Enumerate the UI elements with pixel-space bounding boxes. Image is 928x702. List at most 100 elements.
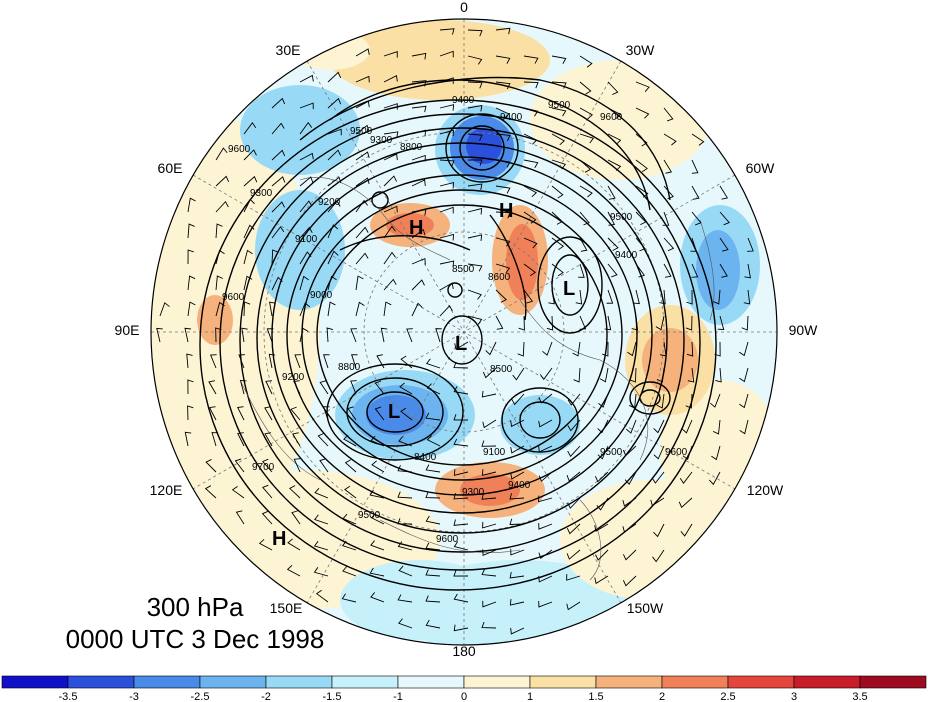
wind-barb <box>653 419 665 434</box>
wind-barb <box>656 367 665 383</box>
pressure-centers: H H L L L H <box>272 200 575 550</box>
contour-label: 9300 <box>370 135 393 146</box>
wind-barb <box>467 159 483 166</box>
wind-barb <box>383 225 396 239</box>
wind-barb <box>467 104 483 112</box>
height-contours <box>199 76 717 591</box>
wind-barb <box>523 237 538 249</box>
contour-label: 9000 <box>310 290 333 301</box>
wind-barb <box>635 211 647 226</box>
wind-barb <box>482 419 497 429</box>
wind-barb <box>315 589 329 603</box>
wind-barb <box>495 237 511 247</box>
lon-label-150w: 150W <box>627 600 664 616</box>
wind-barb <box>495 55 511 64</box>
contour-label: 9700 <box>252 462 275 473</box>
wind-barb <box>327 97 342 109</box>
wind-barb <box>380 327 388 343</box>
wind-barb <box>482 521 497 529</box>
wind-barb <box>579 185 593 198</box>
wind-barb <box>355 100 370 109</box>
wind-barb <box>711 445 721 461</box>
wind-barb <box>271 122 285 135</box>
wind-barb <box>551 211 563 225</box>
wind-barb <box>266 328 274 343</box>
wind-barb <box>579 107 594 120</box>
wind-barb <box>633 289 640 305</box>
wind-barb <box>243 275 253 291</box>
wind-barb <box>523 159 539 169</box>
wind-barb <box>509 571 525 579</box>
wind-barb <box>184 327 192 343</box>
wind-barb <box>453 624 469 632</box>
wind-barb <box>509 518 525 525</box>
wind-barb <box>622 445 637 457</box>
colorbar-swatch <box>397 675 465 689</box>
wind-barb <box>495 315 504 330</box>
wind-barb <box>159 302 170 317</box>
colorbar-tick-label: 3.5 <box>852 691 867 702</box>
wind-barb <box>743 289 751 305</box>
wind-barb <box>187 379 194 395</box>
wind-barb <box>327 176 342 187</box>
wind-barb <box>425 595 441 603</box>
wind-barb <box>650 497 665 507</box>
wind-barb <box>271 276 283 291</box>
wind-barb <box>573 367 581 383</box>
contour-label: 9100 <box>483 447 506 458</box>
wind-barb <box>523 55 539 64</box>
colorbar-tick-label: 3 <box>791 691 797 702</box>
wind-barb <box>467 234 483 241</box>
wind-barb <box>551 133 565 146</box>
wind-barb <box>719 211 730 226</box>
wind-barb <box>686 341 694 357</box>
wind-barb <box>712 419 721 435</box>
wind-barb <box>656 393 665 409</box>
wind-barb <box>710 393 721 408</box>
wind-barb <box>579 159 592 173</box>
wind-barb <box>622 497 637 507</box>
wind-barb <box>425 412 441 421</box>
wind-barb <box>187 223 195 239</box>
wind-barb <box>572 341 581 357</box>
wind-barb <box>622 549 637 561</box>
wind-barb <box>425 619 441 629</box>
colorbar-tick-label: -3 <box>129 691 139 702</box>
colorbar-swatch <box>1 675 69 689</box>
wind-barb <box>635 133 648 147</box>
wind-barb <box>659 289 666 305</box>
wind-barb <box>626 419 637 434</box>
wind-barb <box>383 51 398 58</box>
contour-label: 9500 <box>350 126 373 137</box>
wind-barb <box>579 133 595 144</box>
wind-barb <box>575 289 583 305</box>
wind-barb <box>369 489 385 499</box>
wind-barb <box>215 147 228 161</box>
wind-barb <box>299 251 312 265</box>
wind-barb <box>453 541 469 551</box>
wind-barb <box>691 159 699 174</box>
wind-barb <box>261 458 273 473</box>
colorbar-tick-label: 1.5 <box>588 691 603 702</box>
wind-barb <box>538 419 553 428</box>
colorbar-tick-label: -3.5 <box>59 691 78 702</box>
wind-barb <box>523 133 538 145</box>
wind-barb <box>551 107 567 117</box>
wind-barb <box>453 570 469 577</box>
wind-barb <box>397 594 413 603</box>
high-center-label: H <box>499 200 513 222</box>
wind-barb <box>291 510 301 525</box>
contour-label: 8500 <box>490 364 513 375</box>
wind-barb <box>453 438 469 447</box>
contour-label: 9600 <box>665 447 688 458</box>
wind-barb <box>398 618 413 629</box>
wind-barb <box>293 380 301 395</box>
wind-barb <box>629 367 637 383</box>
wind-barb <box>653 523 665 538</box>
wind-barb <box>596 497 609 511</box>
contour-label: 9600 <box>600 112 623 123</box>
colorbar-swatch <box>529 675 597 689</box>
wind-barb <box>551 185 564 199</box>
wind-barb <box>264 432 273 447</box>
wind-barb <box>594 575 609 585</box>
